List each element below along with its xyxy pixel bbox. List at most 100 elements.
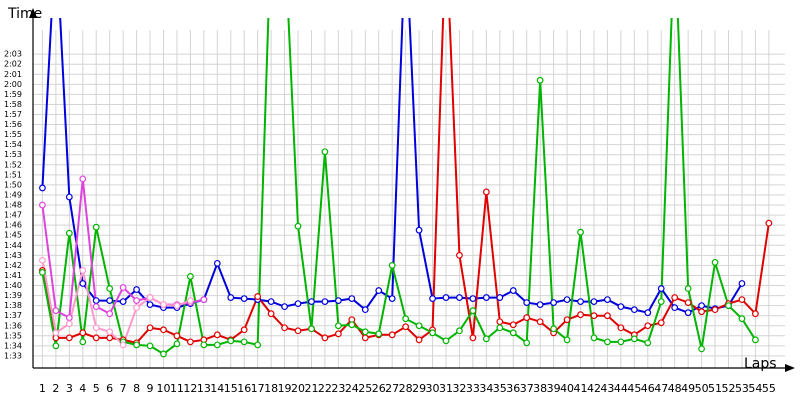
data-point — [429, 329, 436, 337]
data-point — [469, 307, 477, 315]
y-tick-label: 1:54 — [4, 140, 22, 149]
data-point — [52, 329, 60, 337]
x-tick-label: 6 — [106, 382, 113, 395]
data-point — [133, 304, 140, 312]
data-point — [52, 342, 60, 350]
data-point — [240, 326, 248, 334]
data-point — [119, 298, 127, 306]
y-tick-label: 1:53 — [4, 150, 22, 159]
data-point — [79, 175, 87, 183]
data-point — [267, 298, 275, 306]
data-point — [442, 337, 450, 345]
data-point — [536, 301, 544, 309]
data-point — [698, 302, 705, 310]
y-tick-label: 1:57 — [4, 110, 22, 119]
data-point — [388, 261, 396, 269]
data-point — [79, 280, 87, 287]
data-point — [119, 284, 127, 291]
data-point — [536, 318, 544, 326]
data-point — [456, 327, 463, 335]
data-point — [213, 341, 221, 349]
y-tick-label: 2:02 — [4, 60, 22, 69]
x-tick-label: 51 — [708, 382, 722, 395]
data-point — [39, 201, 46, 209]
x-tick-label: 15 — [224, 382, 238, 395]
data-point — [65, 229, 73, 237]
data-point — [79, 267, 87, 274]
data-point — [509, 287, 517, 294]
x-axis-arrow — [785, 364, 795, 372]
data-point — [684, 309, 692, 317]
x-tick-label: 55 — [762, 382, 776, 395]
data-point — [738, 315, 746, 323]
data-point — [294, 222, 302, 230]
x-tick-label: 16 — [237, 382, 251, 395]
data-point — [429, 295, 436, 302]
data-point — [281, 324, 288, 332]
y-tick-label: 1:56 — [4, 120, 22, 129]
y-tick-label: 1:52 — [4, 160, 22, 169]
x-tick-label: 42 — [587, 382, 601, 395]
y-axis-label: Time — [7, 6, 42, 22]
x-tick-label: 9 — [147, 382, 154, 395]
x-tick-label: 46 — [641, 382, 655, 395]
data-point — [563, 296, 571, 303]
data-point — [160, 301, 167, 309]
y-tick-label: 1:41 — [4, 271, 22, 280]
data-point — [590, 312, 598, 320]
data-point — [92, 303, 100, 311]
data-point — [482, 335, 490, 343]
data-point — [240, 338, 248, 346]
data-point — [308, 298, 315, 306]
x-tick-label: 50 — [695, 382, 709, 395]
y-tick-label: 1:43 — [4, 251, 22, 260]
data-point — [65, 334, 73, 342]
x-tick-label: 13 — [197, 382, 211, 395]
data-point — [469, 334, 477, 342]
x-tick-label: 8 — [133, 382, 140, 395]
data-point — [79, 329, 87, 337]
data-point — [604, 338, 611, 346]
data-point — [254, 293, 262, 300]
x-tick-label: 40 — [560, 382, 574, 395]
data-point — [375, 330, 383, 338]
data-point — [563, 336, 571, 344]
data-point — [52, 307, 60, 315]
y-tick-label: 1:35 — [4, 331, 22, 340]
y-tick-label: 1:40 — [4, 281, 22, 290]
data-point — [227, 337, 235, 345]
data-point — [617, 338, 625, 346]
data-point — [388, 295, 396, 302]
data-point — [644, 322, 652, 330]
data-point — [186, 338, 194, 346]
x-tick-label: 1 — [39, 382, 46, 395]
y-axis-arrow — [29, 8, 37, 18]
x-tick-label: 45 — [627, 382, 641, 395]
y-tick-label: 1:49 — [4, 190, 22, 199]
data-point — [334, 297, 342, 305]
data-point — [133, 286, 140, 293]
y-tick-label: 2:03 — [4, 50, 22, 59]
data-point — [361, 306, 369, 314]
data-point — [482, 294, 490, 301]
data-point — [146, 324, 154, 332]
data-point — [267, 310, 275, 318]
data-point — [415, 336, 423, 344]
data-point — [375, 287, 383, 294]
data-point — [456, 251, 463, 259]
data-point — [752, 336, 759, 344]
y-tick-label: 1:47 — [4, 211, 22, 220]
x-tick-label: 27 — [385, 382, 399, 395]
y-tick-label: 1:42 — [4, 261, 22, 270]
data-point — [738, 296, 746, 303]
data-point — [698, 345, 705, 353]
data-point — [146, 342, 154, 350]
data-point — [617, 324, 625, 332]
x-tick-label: 11 — [170, 382, 184, 395]
data-point — [388, 331, 396, 339]
data-point — [738, 280, 746, 287]
data-point — [92, 334, 100, 342]
x-tick-label: 7 — [120, 382, 127, 395]
data-point — [106, 328, 114, 336]
